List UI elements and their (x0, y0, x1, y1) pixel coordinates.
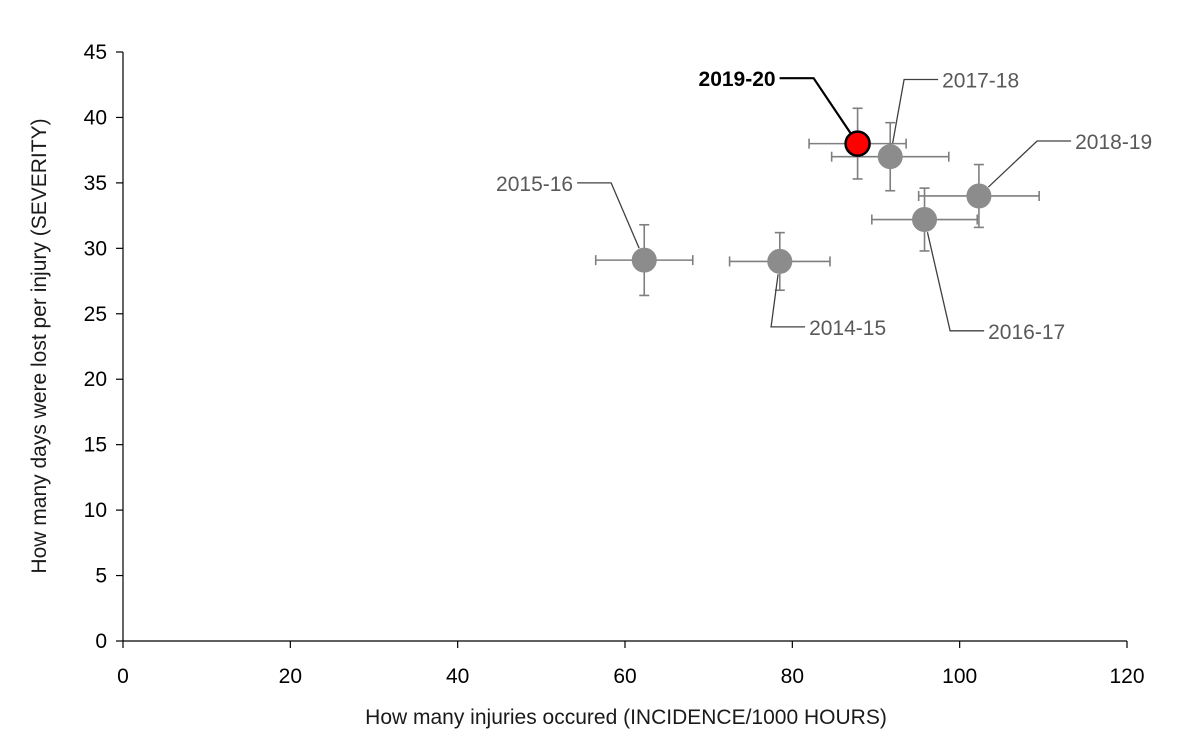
data-point-2015-16: 2015-16 (496, 173, 694, 297)
marker (631, 247, 657, 273)
y-tick-label: 45 (84, 41, 107, 64)
y-tick-label: 25 (84, 303, 107, 326)
y-tick-label: 35 (84, 172, 107, 195)
data-point-2018-19: 2018-19 (917, 131, 1152, 229)
leader-line (577, 182, 640, 249)
x-tick-label: 0 (117, 665, 129, 688)
x-tick-label: 60 (613, 665, 636, 688)
leader-line (926, 232, 985, 332)
leader-line (987, 140, 1072, 188)
data-point-2017-18: 2017-18 (830, 69, 1019, 192)
point-label: 2015-16 (496, 173, 573, 196)
y-tick-label: 40 (84, 106, 107, 129)
y-tick-label: 20 (84, 368, 107, 391)
point-label: 2018-19 (1075, 131, 1152, 154)
point-label: 2014-15 (809, 317, 886, 340)
marker (966, 183, 992, 209)
x-tick-label: 20 (279, 665, 302, 688)
data-point-2014-15: 2014-15 (728, 231, 886, 340)
x-ticks: 0 20 40 60 80 100 120 (117, 641, 1145, 688)
y-tick-label: 30 (84, 237, 107, 260)
data-point-2019-20: 2019-20 (699, 68, 907, 180)
point-label: 2017-18 (942, 69, 1019, 92)
y-tick-label: 5 (95, 565, 107, 588)
y-tick-label: 15 (84, 434, 107, 457)
point-label: 2019-20 (699, 68, 776, 91)
marker (767, 248, 793, 274)
leader-line (770, 274, 806, 328)
leader-line (891, 78, 939, 145)
x-tick-label: 80 (781, 665, 804, 688)
y-tick-label: 10 (84, 499, 107, 522)
highlighted-marker (844, 130, 871, 157)
data-points: 2014-15 2015-16 2016-17 2017-18 2018-19 2019-… (496, 68, 1152, 344)
leader-line (779, 77, 852, 134)
marker (877, 144, 903, 170)
x-tick-label: 120 (1109, 665, 1144, 688)
y-tick-label: 0 (95, 630, 107, 653)
x-tick-label: 100 (942, 665, 977, 688)
x-tick-label: 40 (446, 665, 469, 688)
y-axis-title: How many days were lost per injury (SEVE… (28, 118, 51, 573)
data-point-2016-17: 2016-17 (871, 187, 1065, 344)
y-ticks: 0 5 10 15 20 25 30 35 40 45 (84, 41, 123, 653)
point-label: 2016-17 (988, 321, 1065, 344)
marker (912, 207, 938, 233)
x-axis-title: How many injuries occured (INCIDENCE/100… (365, 706, 887, 729)
